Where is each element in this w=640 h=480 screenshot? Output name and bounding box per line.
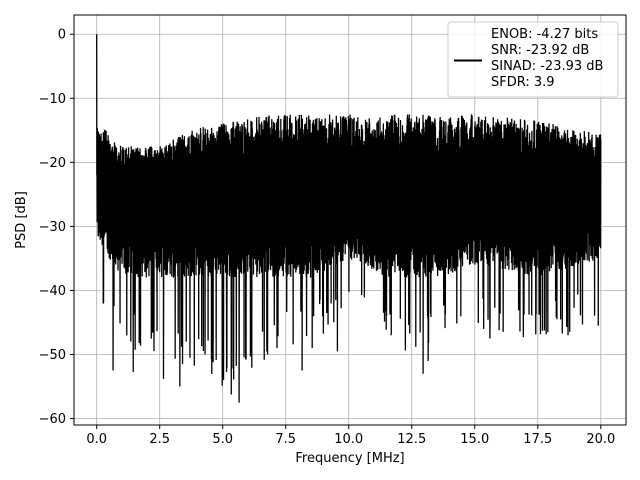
y-tick-label: −10 [39,92,66,107]
x-tick-label: 7.5 [275,432,296,447]
x-tick-label: 0.0 [86,432,107,447]
legend-snr: SNR: -23.92 dB [491,43,589,58]
y-tick-label: −20 [39,156,66,171]
x-tick-label: 17.5 [523,432,552,447]
x-tick-label: 20.0 [586,432,615,447]
series-layer [96,34,602,403]
y-tick-label: −30 [39,220,66,235]
legend-box [447,21,619,98]
x-tick-label: 2.5 [149,432,170,447]
legend-sinad: SINAD: -23.93 dB [491,59,603,74]
plot-frame [73,14,627,426]
x-tick-label: 5.0 [212,432,233,447]
legend: ENOB: -4.27 bits SNR: -23.92 dB SINAD: -… [447,21,619,98]
legend-enob: ENOB: -4.27 bits [491,27,598,42]
y-tick-label: −50 [39,348,66,363]
y-axis-label: PSD [dB] [14,191,29,249]
x-axis-label: Frequency [MHz] [295,451,404,466]
y-tick-label: −40 [39,284,66,299]
y-tick-label: −60 [39,412,66,427]
series-psd-line [96,34,602,403]
legend-sfdr: SFDR: 3.9 [491,75,555,90]
x-tick-label: 15.0 [460,432,489,447]
y-tick-label: 0 [58,28,66,43]
x-tick-label: 12.5 [397,432,426,447]
x-tick-label: 10.0 [334,432,363,447]
ticks: 0.0 2.5 5.0 7.5 10.0 12.5 15.0 17.5 20.0 0 −10 −20 −… [39,28,616,447]
